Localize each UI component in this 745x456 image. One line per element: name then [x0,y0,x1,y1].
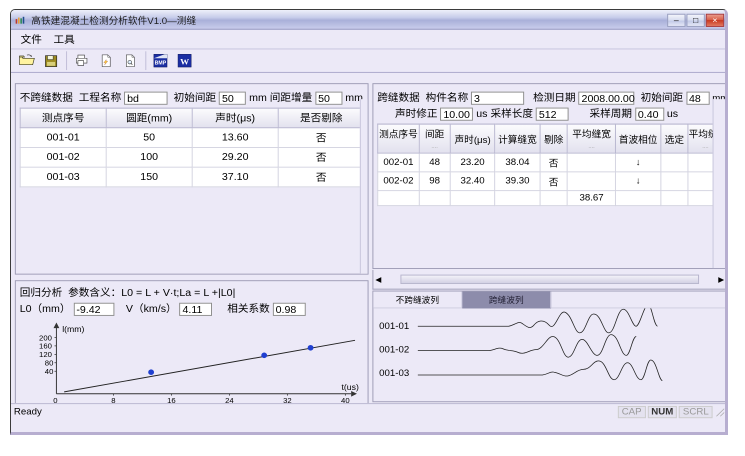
svg-text:40: 40 [45,367,54,376]
svg-text:001-03: 001-03 [379,368,409,379]
svg-text:BMP: BMP [154,61,166,67]
svg-text:001-01: 001-01 [379,321,409,332]
svg-text:W: W [180,56,189,66]
svg-text:l(mm): l(mm) [62,324,84,334]
svg-text:001-02: 001-02 [379,345,409,356]
svg-text:t(us): t(us) [341,382,359,392]
